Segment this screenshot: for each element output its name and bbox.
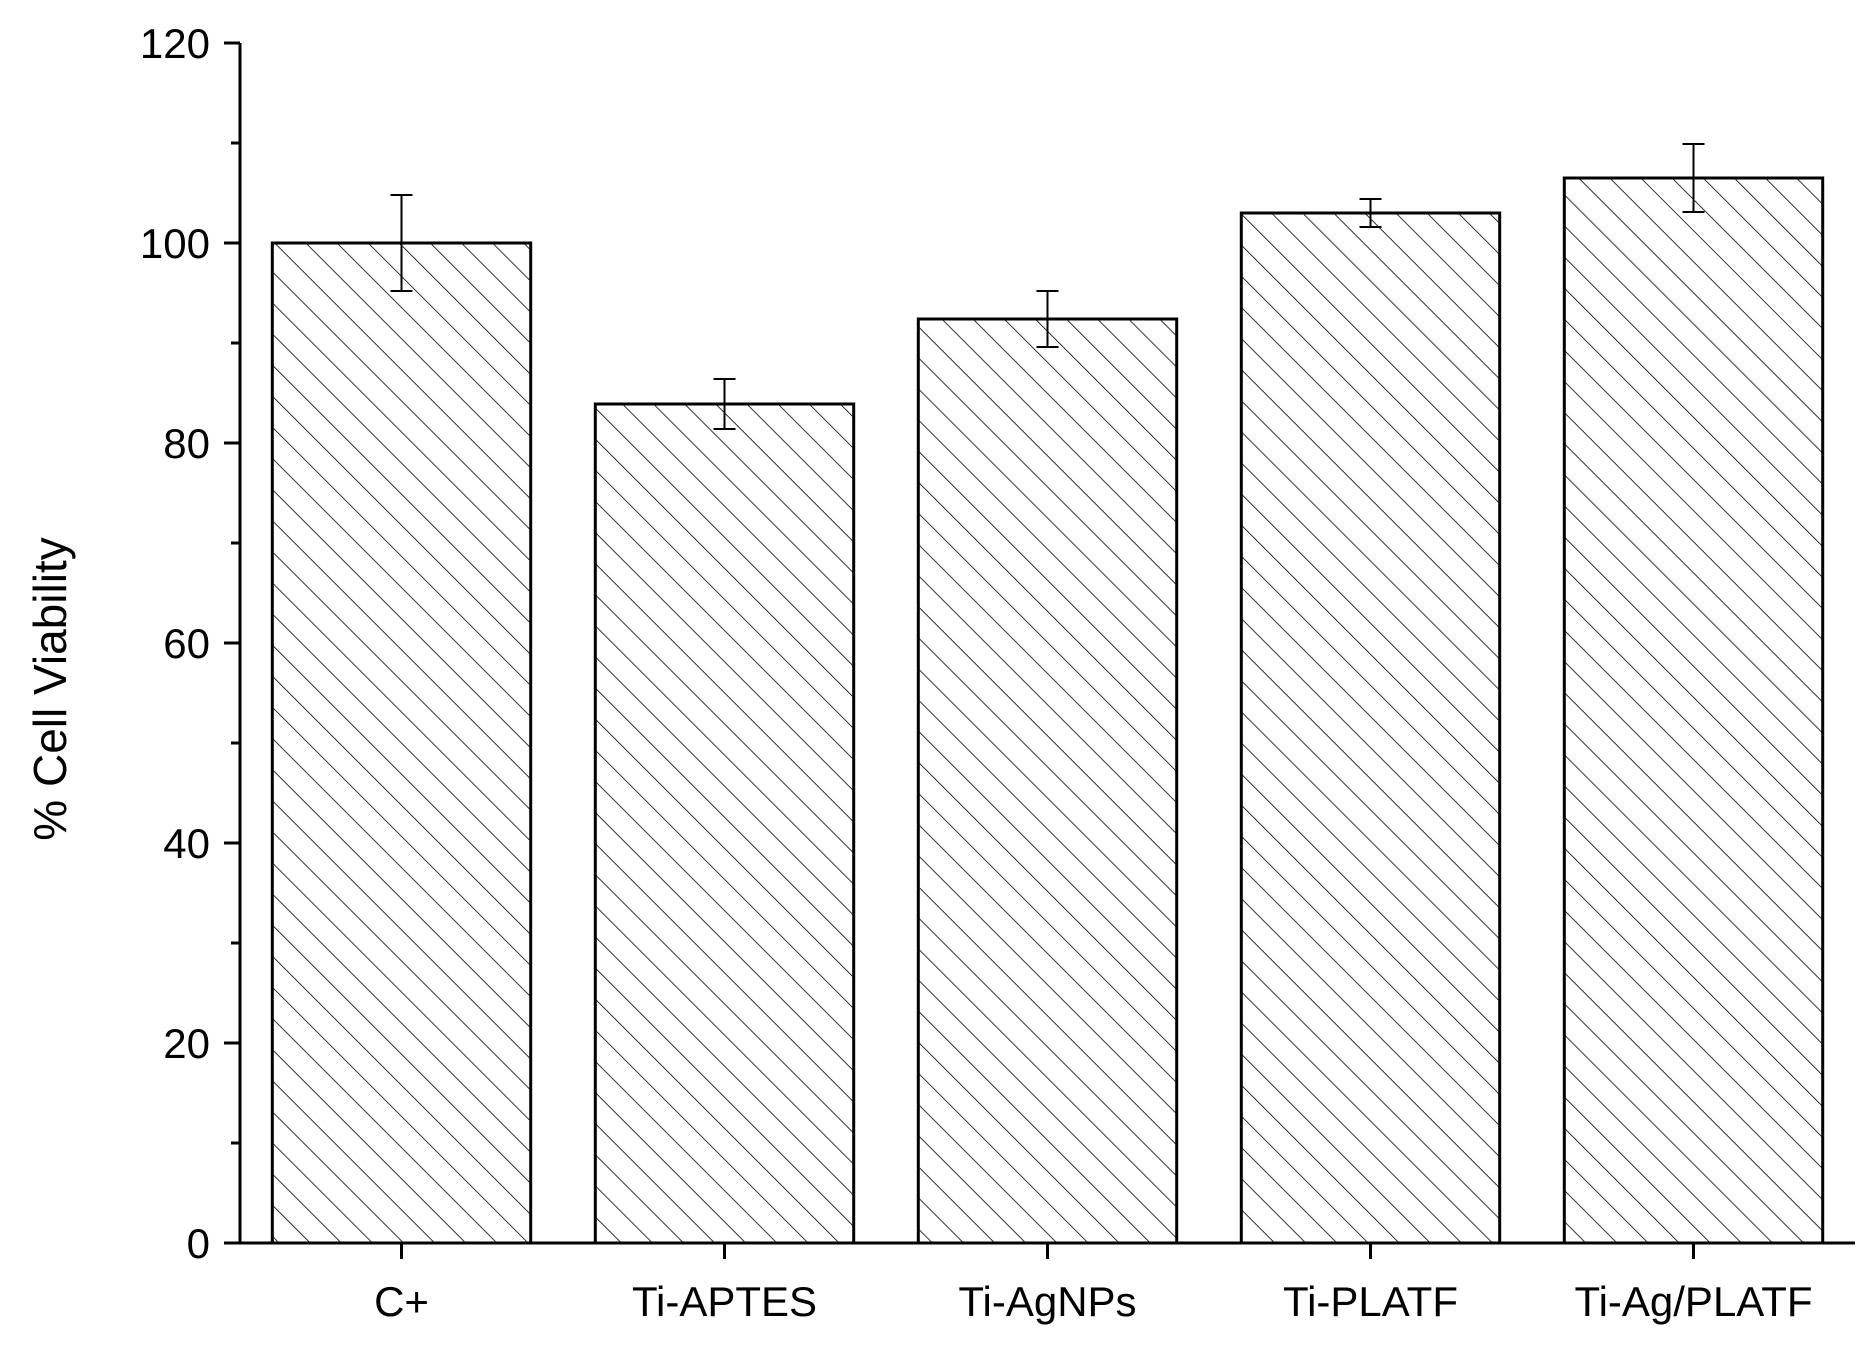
error-bars-layer <box>390 143 1705 430</box>
x-tick-label: Ti-Ag/PLATF <box>1574 1278 1812 1325</box>
y-tick-label: 60 <box>163 620 210 667</box>
x-tick-label: Ti-APTES <box>632 1278 817 1325</box>
bar-ti-aptes <box>593 402 856 1245</box>
bar-ti-ag-platf <box>1562 176 1825 1245</box>
y-tick-label: 100 <box>140 220 210 267</box>
bar-ti-agnps <box>916 317 1179 1245</box>
x-tick-label: Ti-AgNPs <box>958 1278 1136 1325</box>
bar-c- <box>270 241 533 1245</box>
y-tick-label: 20 <box>163 1020 210 1067</box>
y-tick-label: 80 <box>163 420 210 467</box>
y-ticks-layer: 0 20 40 60 80 100 120 <box>140 20 240 1267</box>
y-tick-label: 0 <box>187 1220 210 1267</box>
y-axis-title: % Cell Viability <box>24 537 76 840</box>
x-ticks-layer: C+ Ti-APTES Ti-AgNPs Ti-PLATF Ti-Ag/PLATF <box>374 1243 1813 1325</box>
bar-ti-platf <box>1239 211 1502 1245</box>
y-tick-label: 40 <box>163 820 210 867</box>
x-tick-label: Ti-PLATF <box>1283 1278 1458 1325</box>
x-tick-label: C+ <box>374 1278 429 1325</box>
y-tick-label: 120 <box>140 20 210 67</box>
